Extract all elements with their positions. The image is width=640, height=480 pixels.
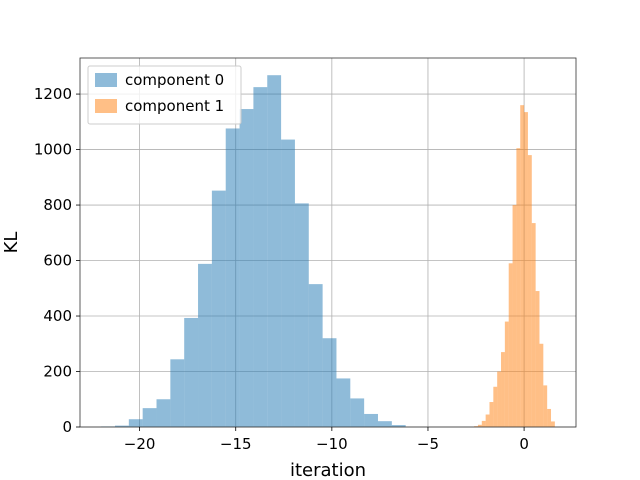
histogram-bar-component-1	[485, 414, 490, 427]
x-tick-label: −15	[220, 435, 252, 453]
legend-label-component-0: component 0	[125, 71, 224, 89]
histogram-bar-component-1	[489, 402, 494, 427]
histogram-bar-component-0	[336, 378, 351, 427]
histogram-bar-component-0	[308, 284, 323, 427]
histogram-bar-component-0	[350, 398, 365, 427]
histogram-bar-component-1	[477, 424, 482, 427]
histogram-bar-component-0	[142, 408, 157, 427]
legend-swatch-component-1	[95, 99, 117, 113]
histogram-bar-component-1	[504, 321, 509, 427]
histogram-bar-component-0	[239, 109, 254, 427]
histogram-bar-component-1	[474, 426, 478, 427]
histogram-bar-component-0	[170, 359, 185, 427]
histogram-bar-component-1	[520, 105, 525, 428]
y-tick-label: 0	[62, 418, 72, 436]
histogram-bar-component-1	[493, 386, 498, 427]
histogram-bar-component-1	[547, 408, 552, 427]
histogram-bar-component-0	[267, 75, 282, 427]
x-tick-label: −10	[316, 435, 348, 453]
legend-box	[87, 65, 242, 125]
histogram-bar-component-0	[294, 203, 309, 427]
histogram-bar-component-0	[114, 425, 129, 427]
x-tick-label: −5	[417, 435, 439, 453]
histogram-bar-component-0	[156, 399, 171, 427]
legend-label-component-1: component 1	[125, 97, 224, 115]
y-tick-label: 800	[43, 196, 72, 214]
y-tick-label: 600	[43, 252, 72, 270]
y-axis-label: KL	[1, 232, 22, 254]
histogram-bar-component-1	[539, 343, 544, 427]
y-tick-label: 200	[43, 363, 72, 381]
histogram-bar-component-1	[497, 371, 502, 427]
histogram-bar-component-0	[322, 338, 337, 427]
histogram-bar-component-0	[364, 413, 378, 427]
histogram-bar-component-0	[184, 317, 199, 427]
legend: component 0 component 1	[87, 65, 242, 125]
y-tick-label: 1000	[34, 141, 72, 159]
y-tick-label: 1200	[34, 85, 72, 103]
histogram-bar-component-1	[524, 112, 528, 427]
x-tick-label: −20	[124, 435, 156, 453]
histogram-bar-component-0	[225, 128, 240, 427]
histogram-bar-component-1	[527, 155, 532, 427]
histogram-bar-component-1	[481, 420, 486, 427]
x-axis-label: iteration	[290, 460, 366, 480]
histogram-bar-component-1	[508, 263, 513, 427]
histogram-bar-component-0	[253, 87, 268, 427]
legend-swatch-component-0	[95, 73, 117, 87]
plot-frame	[79, 57, 577, 428]
histogram-bars	[101, 75, 555, 428]
histogram-bar-component-0	[281, 139, 295, 427]
histogram-bar-component-0	[377, 421, 392, 427]
y-tick-label: 400	[43, 307, 72, 325]
histogram-bar-component-0	[128, 419, 143, 427]
axis-ticks: −20 −15 −10 −5 0 0 200 400 600 800 1000 1200	[34, 85, 529, 453]
x-tick-label: 0	[519, 435, 529, 453]
histogram-bar-component-1	[516, 148, 521, 427]
histogram-bar-component-0	[391, 425, 406, 427]
histogram-bar-component-0	[198, 263, 212, 427]
histogram-bar-component-1	[512, 205, 517, 427]
histogram-bar-component-1	[535, 291, 540, 427]
histogram-bar-component-1	[551, 421, 555, 427]
histogram-bar-component-1	[531, 223, 536, 427]
histogram-bar-component-1	[543, 385, 548, 427]
histogram-bar-component-1	[501, 352, 505, 427]
histogram-bar-component-0	[211, 190, 226, 427]
